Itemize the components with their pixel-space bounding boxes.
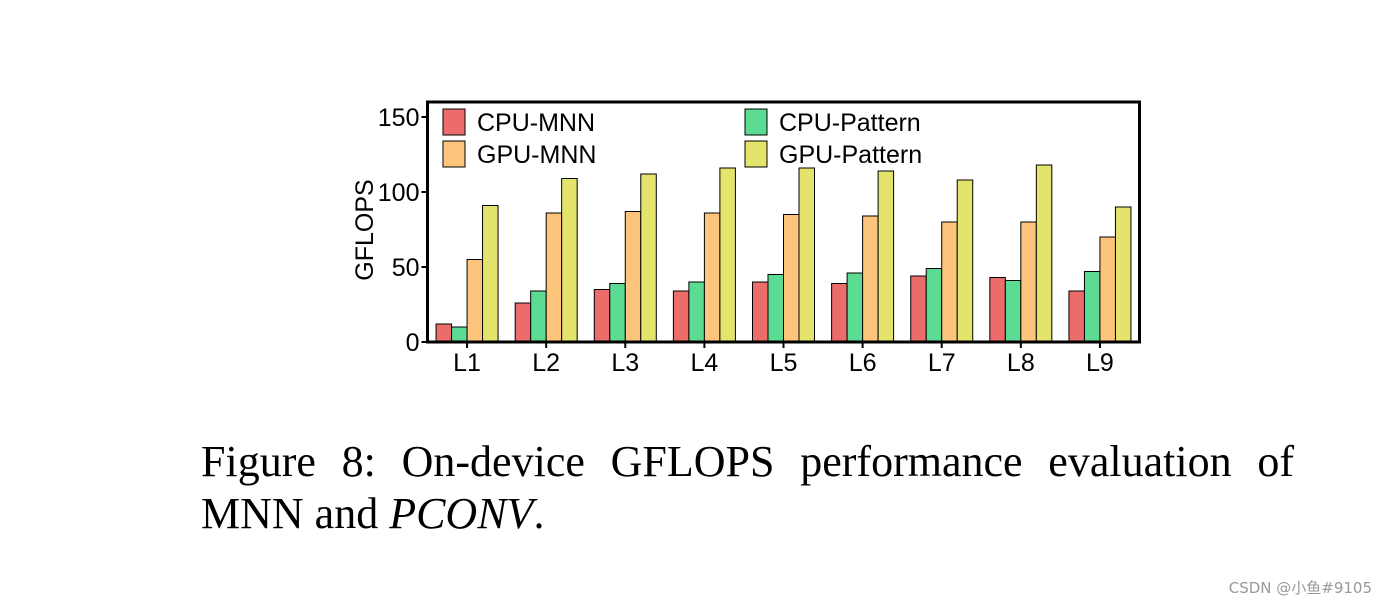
axis-layer: 0 50 100 150 L1 L2 L3 L4 L5 L6 L7 L8 L9 xyxy=(378,104,1114,377)
caption-end-text: . xyxy=(533,489,545,538)
bar-gpu-mnn-l7 xyxy=(941,221,958,343)
gflops-bar-chart: 0 50 100 150 L1 L2 L3 L4 L5 L6 L7 L8 L9 CPU-MNN CPU-P… xyxy=(351,100,1141,377)
bar-cpu-pattern-l1 xyxy=(451,326,468,343)
x-tick-label-l8: L8 xyxy=(1007,349,1035,377)
y-tick-label: 150 xyxy=(378,104,420,132)
x-tick-label-l9: L9 xyxy=(1086,349,1114,377)
x-tick-label-l1: L1 xyxy=(453,349,481,377)
legend-label-cpu-pattern: CPU-Pattern xyxy=(779,109,921,137)
bar-gpu-pattern-l3 xyxy=(640,173,657,343)
bar-cpu-pattern-l8 xyxy=(1004,280,1022,343)
bar-cpu-mnn-l3 xyxy=(593,289,611,343)
watermark: CSDN @小鱼#9105 xyxy=(1228,579,1372,597)
bar-gpu-mnn-l2 xyxy=(545,212,563,343)
caption-emphasis-text: PCONV xyxy=(389,489,534,538)
bar-cpu-mnn-l8 xyxy=(989,277,1006,343)
bar-gpu-mnn-l1 xyxy=(466,259,484,343)
legend-swatch-gpu-mnn xyxy=(442,140,466,168)
bar-gpu-pattern-l5 xyxy=(798,167,815,343)
y-tick-label: 50 xyxy=(392,254,420,282)
bar-gpu-mnn-l6 xyxy=(862,215,879,343)
bar-gpu-pattern-l9 xyxy=(1114,206,1132,343)
bar-gpu-pattern-l2 xyxy=(561,178,578,343)
bar-cpu-mnn-l6 xyxy=(831,283,848,343)
legend-swatch-cpu-mnn xyxy=(442,108,466,136)
bar-gpu-mnn-l8 xyxy=(1020,221,1037,343)
bar-gpu-pattern-l4 xyxy=(719,167,736,343)
x-tick-label-l4: L4 xyxy=(690,349,718,377)
x-tick-label-l2: L2 xyxy=(532,349,560,377)
bar-gpu-pattern-l6 xyxy=(877,170,895,343)
bar-cpu-pattern-l4 xyxy=(688,281,705,343)
bar-cpu-mnn-l1 xyxy=(435,323,453,343)
bar-gpu-mnn-l5 xyxy=(783,214,800,343)
bars-layer xyxy=(435,164,1132,343)
legend-swatch-gpu-pattern xyxy=(744,140,768,168)
figure-caption: Figure 8: On-device GFLOPS performance e… xyxy=(201,436,1294,540)
y-tick-label: 0 xyxy=(406,329,420,357)
bar-cpu-pattern-l3 xyxy=(609,283,626,343)
bar-gpu-mnn-l3 xyxy=(624,211,642,343)
bar-cpu-pattern-l9 xyxy=(1083,271,1101,343)
bar-cpu-pattern-l2 xyxy=(530,290,547,343)
x-tick-label-l6: L6 xyxy=(849,349,877,377)
x-tick-label-l7: L7 xyxy=(928,349,956,377)
bar-gpu-pattern-l8 xyxy=(1035,164,1053,343)
y-axis-label: GFLOPS xyxy=(351,179,379,280)
bar-gpu-pattern-l1 xyxy=(482,205,499,343)
bar-cpu-mnn-l7 xyxy=(910,275,927,343)
legend-swatch-cpu-pattern xyxy=(744,108,768,136)
x-tick-label-l3: L3 xyxy=(611,349,639,377)
bar-cpu-pattern-l6 xyxy=(846,272,864,343)
bar-cpu-mnn-l2 xyxy=(514,302,532,343)
bar-gpu-mnn-l9 xyxy=(1099,236,1116,343)
bar-cpu-pattern-l5 xyxy=(767,274,784,343)
bar-gpu-mnn-l4 xyxy=(703,212,721,343)
x-tick-label-l5: L5 xyxy=(770,349,798,377)
bar-cpu-mnn-l9 xyxy=(1068,290,1085,343)
bar-cpu-pattern-l7 xyxy=(925,268,943,343)
bar-gpu-pattern-l7 xyxy=(956,179,974,343)
legend-label-gpu-mnn: GPU-MNN xyxy=(477,141,596,169)
legend: CPU-MNN CPU-Pattern GPU-MNN GPU-Pattern xyxy=(442,108,922,169)
legend-label-cpu-mnn: CPU-MNN xyxy=(477,109,595,137)
bar-cpu-mnn-l5 xyxy=(752,281,769,343)
bar-cpu-mnn-l4 xyxy=(672,290,690,343)
caption-main-text: Figure 8: On-device GFLOPS performance e… xyxy=(201,437,1294,538)
y-tick-label: 100 xyxy=(378,179,420,207)
legend-label-gpu-pattern: GPU-Pattern xyxy=(779,141,922,169)
